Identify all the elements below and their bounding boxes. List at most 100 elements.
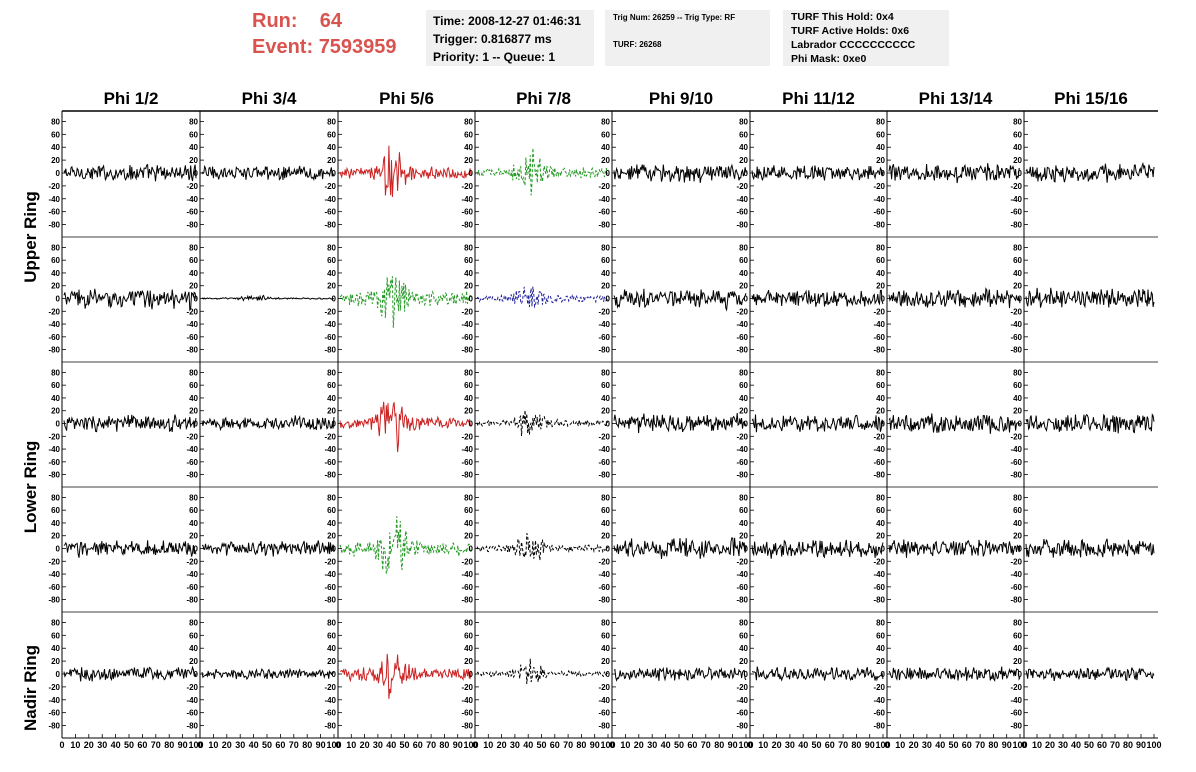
waveform-trace — [201, 540, 335, 557]
y-tick-label: 80 — [464, 117, 473, 126]
y-tick-label: 40 — [1013, 269, 1022, 278]
y-tick-label: -60 — [48, 709, 60, 718]
y-tick-label: 0 — [606, 169, 611, 178]
y-tick-label: 0 — [1018, 169, 1023, 178]
y-tick-label: -20 — [873, 307, 885, 316]
y-tick-label: 20 — [327, 156, 336, 165]
x-tick-label: 50 — [262, 740, 272, 750]
x-tick-label: 40 — [1071, 740, 1081, 750]
x-tick-label: 80 — [164, 740, 174, 750]
trigger-line: Trigger: 0.816877 ms — [433, 32, 552, 46]
waveform-panel: 80 60 40 20 0 -20 -40 -60 -80 — [598, 612, 750, 739]
y-tick-label: 80 — [601, 117, 610, 126]
y-tick-label: 20 — [51, 657, 60, 666]
waveform-panel: 80 60 40 20 0 -20 -40 -60 -80 — [186, 362, 338, 488]
y-tick-label: 80 — [876, 493, 885, 502]
x-tick-label: 0 — [884, 740, 889, 750]
x-tick-label: 50 — [811, 740, 821, 750]
x-tick-label: 90 — [178, 740, 188, 750]
y-tick-label: -40 — [324, 445, 336, 454]
y-tick-label: 80 — [189, 243, 198, 252]
y-tick-label: 80 — [1013, 368, 1022, 377]
y-tick-label: -60 — [598, 583, 610, 592]
waveform-panel: 80 60 40 20 0 -20 -40 -60 -80 — [461, 111, 612, 238]
y-tick-label: -20 — [324, 683, 336, 692]
y-tick-label: 60 — [189, 256, 198, 265]
y-tick-label: -60 — [598, 709, 610, 718]
x-tick-label: 90 — [590, 740, 600, 750]
priority-line: Priority: 1 -- Queue: 1 — [433, 50, 556, 64]
y-tick-label: -40 — [598, 195, 610, 204]
y-tick-label: -60 — [1010, 208, 1022, 217]
y-tick-label: 20 — [876, 282, 885, 291]
x-tick-label: 0 — [747, 740, 752, 750]
y-tick-label: 20 — [1013, 156, 1022, 165]
y-tick-label: 40 — [327, 269, 336, 278]
waveform-panel: 80 60 40 20 0 -20 -40 -60 -80 — [461, 487, 612, 613]
y-tick-label: 80 — [876, 117, 885, 126]
x-tick-label: 100 — [1012, 740, 1027, 750]
y-tick-label: 60 — [601, 506, 610, 515]
waveform-trace — [476, 286, 609, 309]
y-tick-label: 40 — [1013, 394, 1022, 403]
y-tick-label: -20 — [873, 557, 885, 566]
waveform-panel: 80 60 40 20 0 -20 -40 -60 -80 — [873, 237, 1024, 363]
y-tick-label: -60 — [48, 583, 60, 592]
waveform-panel: 80 60 40 20 0 -20 -40 -60 -80 — [324, 487, 475, 613]
x-tick-label: 100 — [326, 740, 341, 750]
y-tick-label: -60 — [461, 333, 473, 342]
column-title: Phi 3/4 — [242, 89, 297, 108]
waveform-panel: 80 60 40 20 0 -20 -40 -60 -80 — [1010, 111, 1158, 238]
y-tick-label: 20 — [464, 657, 473, 666]
y-tick-label: 20 — [876, 407, 885, 416]
waveform-trace — [613, 666, 747, 682]
y-tick-label: -20 — [324, 307, 336, 316]
y-tick-label: -20 — [461, 683, 473, 692]
y-tick-label: 20 — [739, 282, 748, 291]
y-tick-label: 40 — [464, 644, 473, 653]
ring-label: Upper Ring — [21, 191, 40, 283]
y-tick-label: 0 — [194, 670, 199, 679]
y-tick-label: 40 — [51, 269, 60, 278]
waveform-panel: 80 60 40 20 0 -20 -40 -60 -80 — [1010, 487, 1158, 613]
y-tick-label: 40 — [51, 644, 60, 653]
x-tick-label: 80 — [988, 740, 998, 750]
y-tick-label: -60 — [461, 208, 473, 217]
waveform-trace — [613, 537, 747, 559]
waveform-trace — [1025, 666, 1155, 682]
y-tick-label: 40 — [601, 519, 610, 528]
y-tick-label: 60 — [1013, 631, 1022, 640]
x-tick-label: 0 — [1021, 740, 1026, 750]
y-tick-label: 20 — [464, 532, 473, 541]
x-tick-label: 60 — [687, 740, 697, 750]
y-tick-label: 40 — [739, 394, 748, 403]
y-tick-label: -80 — [598, 221, 610, 230]
waveform-panel: 80 60 40 20 0 -20 -40 -60 -80 — [186, 612, 338, 739]
y-tick-label: 20 — [601, 657, 610, 666]
y-tick-label: -40 — [461, 696, 473, 705]
y-tick-label: 60 — [327, 256, 336, 265]
waveform-panel: 80 60 40 20 0 -20 -40 -60 -80 — [736, 237, 887, 363]
y-tick-label: -60 — [598, 333, 610, 342]
y-tick-label: 40 — [739, 269, 748, 278]
y-tick-label: -60 — [48, 333, 60, 342]
x-tick-label: 50 — [124, 740, 134, 750]
waveform-trace — [63, 414, 197, 433]
y-tick-label: 40 — [1013, 519, 1022, 528]
x-tick-label: 10 — [70, 740, 80, 750]
trig-info-box: Trig Num: 26259 -- Trig Type: RF TURF: 2… — [605, 10, 770, 66]
waveform-panel: 80 60 40 20 0 -20 -40 -60 -80 — [324, 237, 475, 363]
column-title: Phi 9/10 — [649, 89, 713, 108]
x-tick-label: 0 — [59, 740, 64, 750]
y-tick-label: -20 — [48, 307, 60, 316]
y-tick-label: 60 — [739, 130, 748, 139]
x-tick-label: 80 — [1123, 740, 1133, 750]
x-tick-label: 10 — [895, 740, 905, 750]
waveform-trace — [1025, 413, 1155, 434]
y-tick-label: -20 — [736, 683, 748, 692]
y-tick-label: 20 — [1013, 282, 1022, 291]
y-tick-label: 20 — [601, 532, 610, 541]
waveform-trace — [476, 658, 609, 685]
x-tick-label: 100 — [1146, 740, 1161, 750]
